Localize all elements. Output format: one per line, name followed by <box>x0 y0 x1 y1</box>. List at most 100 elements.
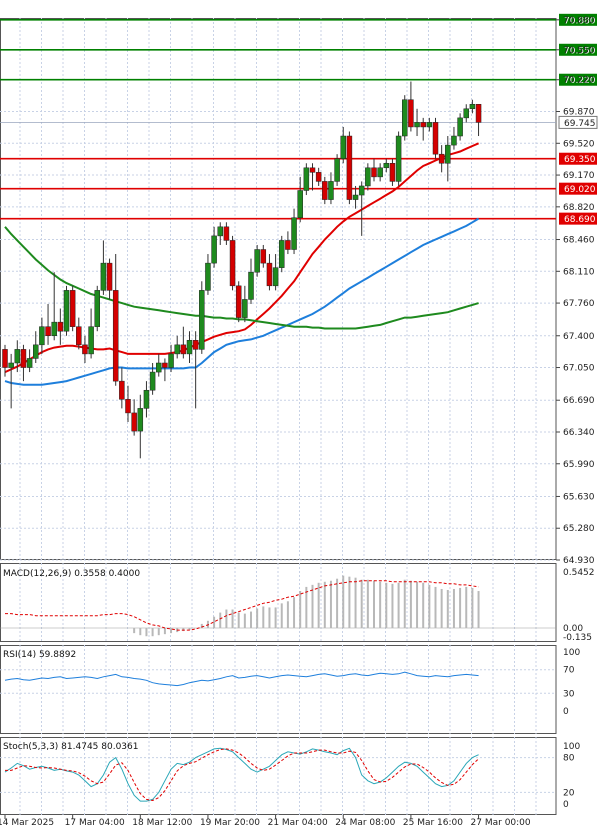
candle-body-up <box>242 299 248 318</box>
macd-tick-label: 0.00 <box>563 624 583 634</box>
candle-body-up <box>303 167 310 191</box>
level-label: 70.550 <box>564 46 596 56</box>
candle <box>217 222 223 245</box>
candle-body-down <box>119 380 125 400</box>
stoch-label: Stoch(5,3,3) 81.4745 80.0361 <box>3 742 138 752</box>
time-tick-label: 21 Mar 04:00 <box>268 818 328 828</box>
candle-body-up <box>186 340 193 355</box>
candle-body-up <box>39 326 45 346</box>
price-tick-label: 65.990 <box>563 460 595 470</box>
candle <box>445 136 451 182</box>
candle-body-up <box>426 122 433 128</box>
price-tick-label: 69.170 <box>563 171 595 181</box>
candle <box>377 163 383 182</box>
candle <box>242 285 248 323</box>
rsi-label: RSI(14) 59.8892 <box>3 650 76 660</box>
candle-body-down <box>371 167 377 178</box>
time-tick-label: 18 Mar 12:00 <box>132 818 192 828</box>
rsi-tick-label: 30 <box>563 689 575 699</box>
candle-body-up <box>8 362 14 368</box>
candle <box>125 385 131 423</box>
candle-body-down <box>45 326 51 337</box>
price-tick-label: 65.280 <box>563 524 595 534</box>
candle <box>352 185 359 209</box>
candle <box>63 285 70 336</box>
candle <box>408 81 414 132</box>
candle-body-down <box>346 135 353 200</box>
candle <box>346 131 353 205</box>
level-badge-69.350 <box>559 152 597 165</box>
candle <box>180 326 187 359</box>
price-tick-label: 66.340 <box>563 428 595 438</box>
candle-body-down <box>82 344 88 355</box>
candle <box>51 272 57 341</box>
candle <box>149 362 156 395</box>
price-tick-label: 68.110 <box>563 267 595 277</box>
current-price-badge <box>558 115 598 129</box>
candle-body-up <box>451 135 457 146</box>
stoch-tick-label: 0 <box>563 800 569 810</box>
candle-body-down <box>180 344 187 355</box>
candle <box>192 331 199 409</box>
candle <box>438 145 445 173</box>
candle-body-up <box>94 290 100 327</box>
candle-body-up <box>143 389 150 409</box>
candle <box>334 154 340 186</box>
price-tick-label: 68.820 <box>563 203 595 213</box>
candle-body-up <box>51 321 57 337</box>
candle <box>254 244 260 277</box>
candle-body-down <box>57 321 64 332</box>
candle-body-up <box>168 353 174 368</box>
candle-body-up <box>26 358 33 368</box>
stoch-d-line <box>5 748 479 802</box>
candle <box>2 344 8 377</box>
level-label: 70.220 <box>564 76 596 86</box>
candle-body-down <box>309 167 316 173</box>
rsi-tick-label: 0 <box>563 707 569 717</box>
candle-body-down <box>125 399 131 414</box>
candle <box>248 258 254 304</box>
price-tick-label: 68.460 <box>563 236 595 246</box>
level-label: 68.690 <box>564 215 596 225</box>
candle <box>211 226 217 268</box>
candle <box>82 335 88 363</box>
level-label: 70.880 <box>564 16 596 26</box>
candle <box>168 344 174 373</box>
macd-tick-label: 0.5452 <box>563 568 595 578</box>
level-label: 69.020 <box>564 185 596 195</box>
candle-body-up <box>137 408 144 432</box>
candle <box>297 176 303 223</box>
level-badge-69.020 <box>559 182 597 195</box>
candle <box>272 254 279 291</box>
candle <box>112 254 119 386</box>
candle-body-down <box>285 240 291 250</box>
candle-body-up <box>14 349 21 364</box>
candle-body-down <box>235 285 242 318</box>
candle-body-down <box>315 172 322 182</box>
price-tick-label: 67.050 <box>563 364 595 374</box>
candle <box>285 231 291 255</box>
candle <box>279 235 285 273</box>
candle-body-up <box>254 249 260 273</box>
candle-body-up <box>395 135 402 182</box>
candle <box>432 117 439 159</box>
candle-body-up <box>156 362 162 373</box>
candle <box>235 281 242 323</box>
candle-body-up <box>340 135 346 159</box>
candle-body-up <box>414 122 420 128</box>
candle-body-up <box>149 371 156 391</box>
candle-body-down <box>106 262 113 291</box>
candle <box>33 331 39 363</box>
candle <box>26 349 33 373</box>
candle <box>389 158 396 186</box>
candle <box>156 353 162 377</box>
candle-body-up <box>205 262 211 291</box>
candle <box>205 254 211 295</box>
candle-body-down <box>266 262 273 287</box>
candle-body-up <box>291 217 297 250</box>
price-tick-label: 64.930 <box>563 556 595 566</box>
candle-body-down <box>20 349 27 368</box>
price-tick-label: 67.760 <box>563 299 595 309</box>
time-tick-label: 19 Mar 20:00 <box>200 818 260 828</box>
